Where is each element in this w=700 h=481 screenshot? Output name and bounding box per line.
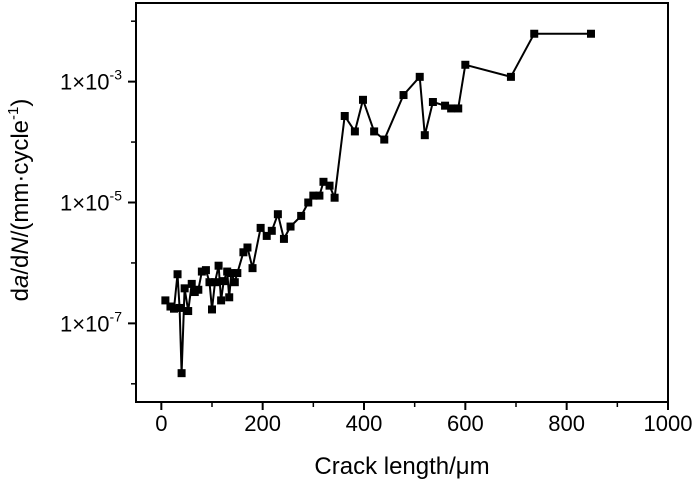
data-point (180, 284, 189, 293)
data-point (447, 104, 456, 113)
y-label-superscript: -1 (5, 107, 22, 120)
data-point (194, 285, 203, 294)
data-point (454, 104, 463, 113)
data-point (208, 305, 216, 314)
y-tick-label: 1×10-5 (60, 188, 122, 216)
x-tick-label: 800 (548, 411, 585, 436)
data-point (262, 231, 271, 240)
data-point (248, 264, 257, 273)
data-point (530, 29, 539, 38)
y-label-part-7: ) (7, 99, 34, 107)
data-point (211, 278, 220, 287)
x-tick-label: 1000 (644, 411, 693, 436)
data-point (304, 198, 313, 207)
data-point (358, 95, 367, 104)
data-point (201, 266, 210, 275)
data-point (325, 181, 334, 190)
data-point (273, 210, 282, 219)
data-point (340, 111, 349, 120)
x-axis-ticks: 0 200 400 600 800 1000 (155, 402, 692, 436)
y-tick-label: 1×10-7 (60, 308, 122, 336)
data-point (256, 223, 265, 232)
data-point (239, 248, 248, 257)
data-point (399, 91, 408, 100)
data-point (319, 177, 328, 186)
data-point (309, 191, 318, 200)
plot-area (135, 2, 669, 403)
data-point (173, 270, 182, 279)
data-point (225, 293, 234, 302)
data-point (223, 267, 232, 276)
data-point (233, 269, 242, 278)
data-point (187, 279, 196, 288)
y-tick-exponent: -3 (110, 67, 123, 83)
x-tick-label: 600 (447, 411, 484, 436)
y-tick-base: 1×10 (60, 311, 110, 336)
y-label-part-1: d (7, 288, 34, 301)
data-point (214, 261, 223, 270)
y-tick-exponent: -7 (110, 308, 123, 324)
data-point (441, 101, 450, 110)
y-tick-base: 1×10 (60, 191, 110, 216)
data-point (227, 269, 236, 278)
data-point (415, 72, 424, 81)
x-tick-label: 0 (155, 411, 167, 436)
data-point (243, 243, 252, 252)
data-point (428, 98, 437, 107)
data-point (315, 191, 324, 200)
series-line (164, 32, 591, 375)
y-axis-ticks: 1×10-31×10-51×10-7 (60, 20, 136, 385)
data-point (177, 369, 186, 378)
y-label-part-3: /d (7, 255, 34, 275)
data-point (197, 267, 206, 276)
data-point (420, 131, 429, 140)
data-point (330, 193, 339, 202)
data-point (219, 277, 228, 286)
y-axis-label: da/dN/(mm·cycle-1) (5, 99, 34, 302)
data-point (267, 226, 276, 235)
data-point (184, 307, 193, 316)
x-axis-label: Crack length/μm (314, 453, 489, 480)
data-point (286, 222, 295, 231)
data-point (461, 60, 470, 69)
series-layer (161, 29, 595, 378)
data-point (380, 135, 389, 144)
data-point (370, 127, 379, 136)
data-point (205, 278, 214, 287)
y-tick-exponent: -5 (110, 188, 123, 204)
x-tick-label: 200 (244, 411, 281, 436)
data-point (161, 296, 170, 305)
y-label-part-2: a (7, 275, 34, 288)
y-label-part-4: N (7, 237, 34, 255)
y-tick-label: 1×10-3 (60, 67, 122, 95)
data-point (170, 304, 178, 313)
data-point (586, 29, 595, 38)
data-point (175, 303, 184, 312)
data-point (297, 211, 306, 220)
series-markers (161, 29, 595, 378)
data-point (506, 72, 515, 81)
y-tick-base: 1×10 (60, 70, 110, 95)
x-tick-label: 400 (346, 411, 383, 436)
data-point (350, 127, 359, 136)
data-point (230, 278, 239, 287)
plot-frame (135, 2, 669, 403)
data-point (217, 296, 226, 305)
y-label-part-5: /(mm·cycle (7, 120, 34, 237)
data-point (279, 234, 288, 243)
